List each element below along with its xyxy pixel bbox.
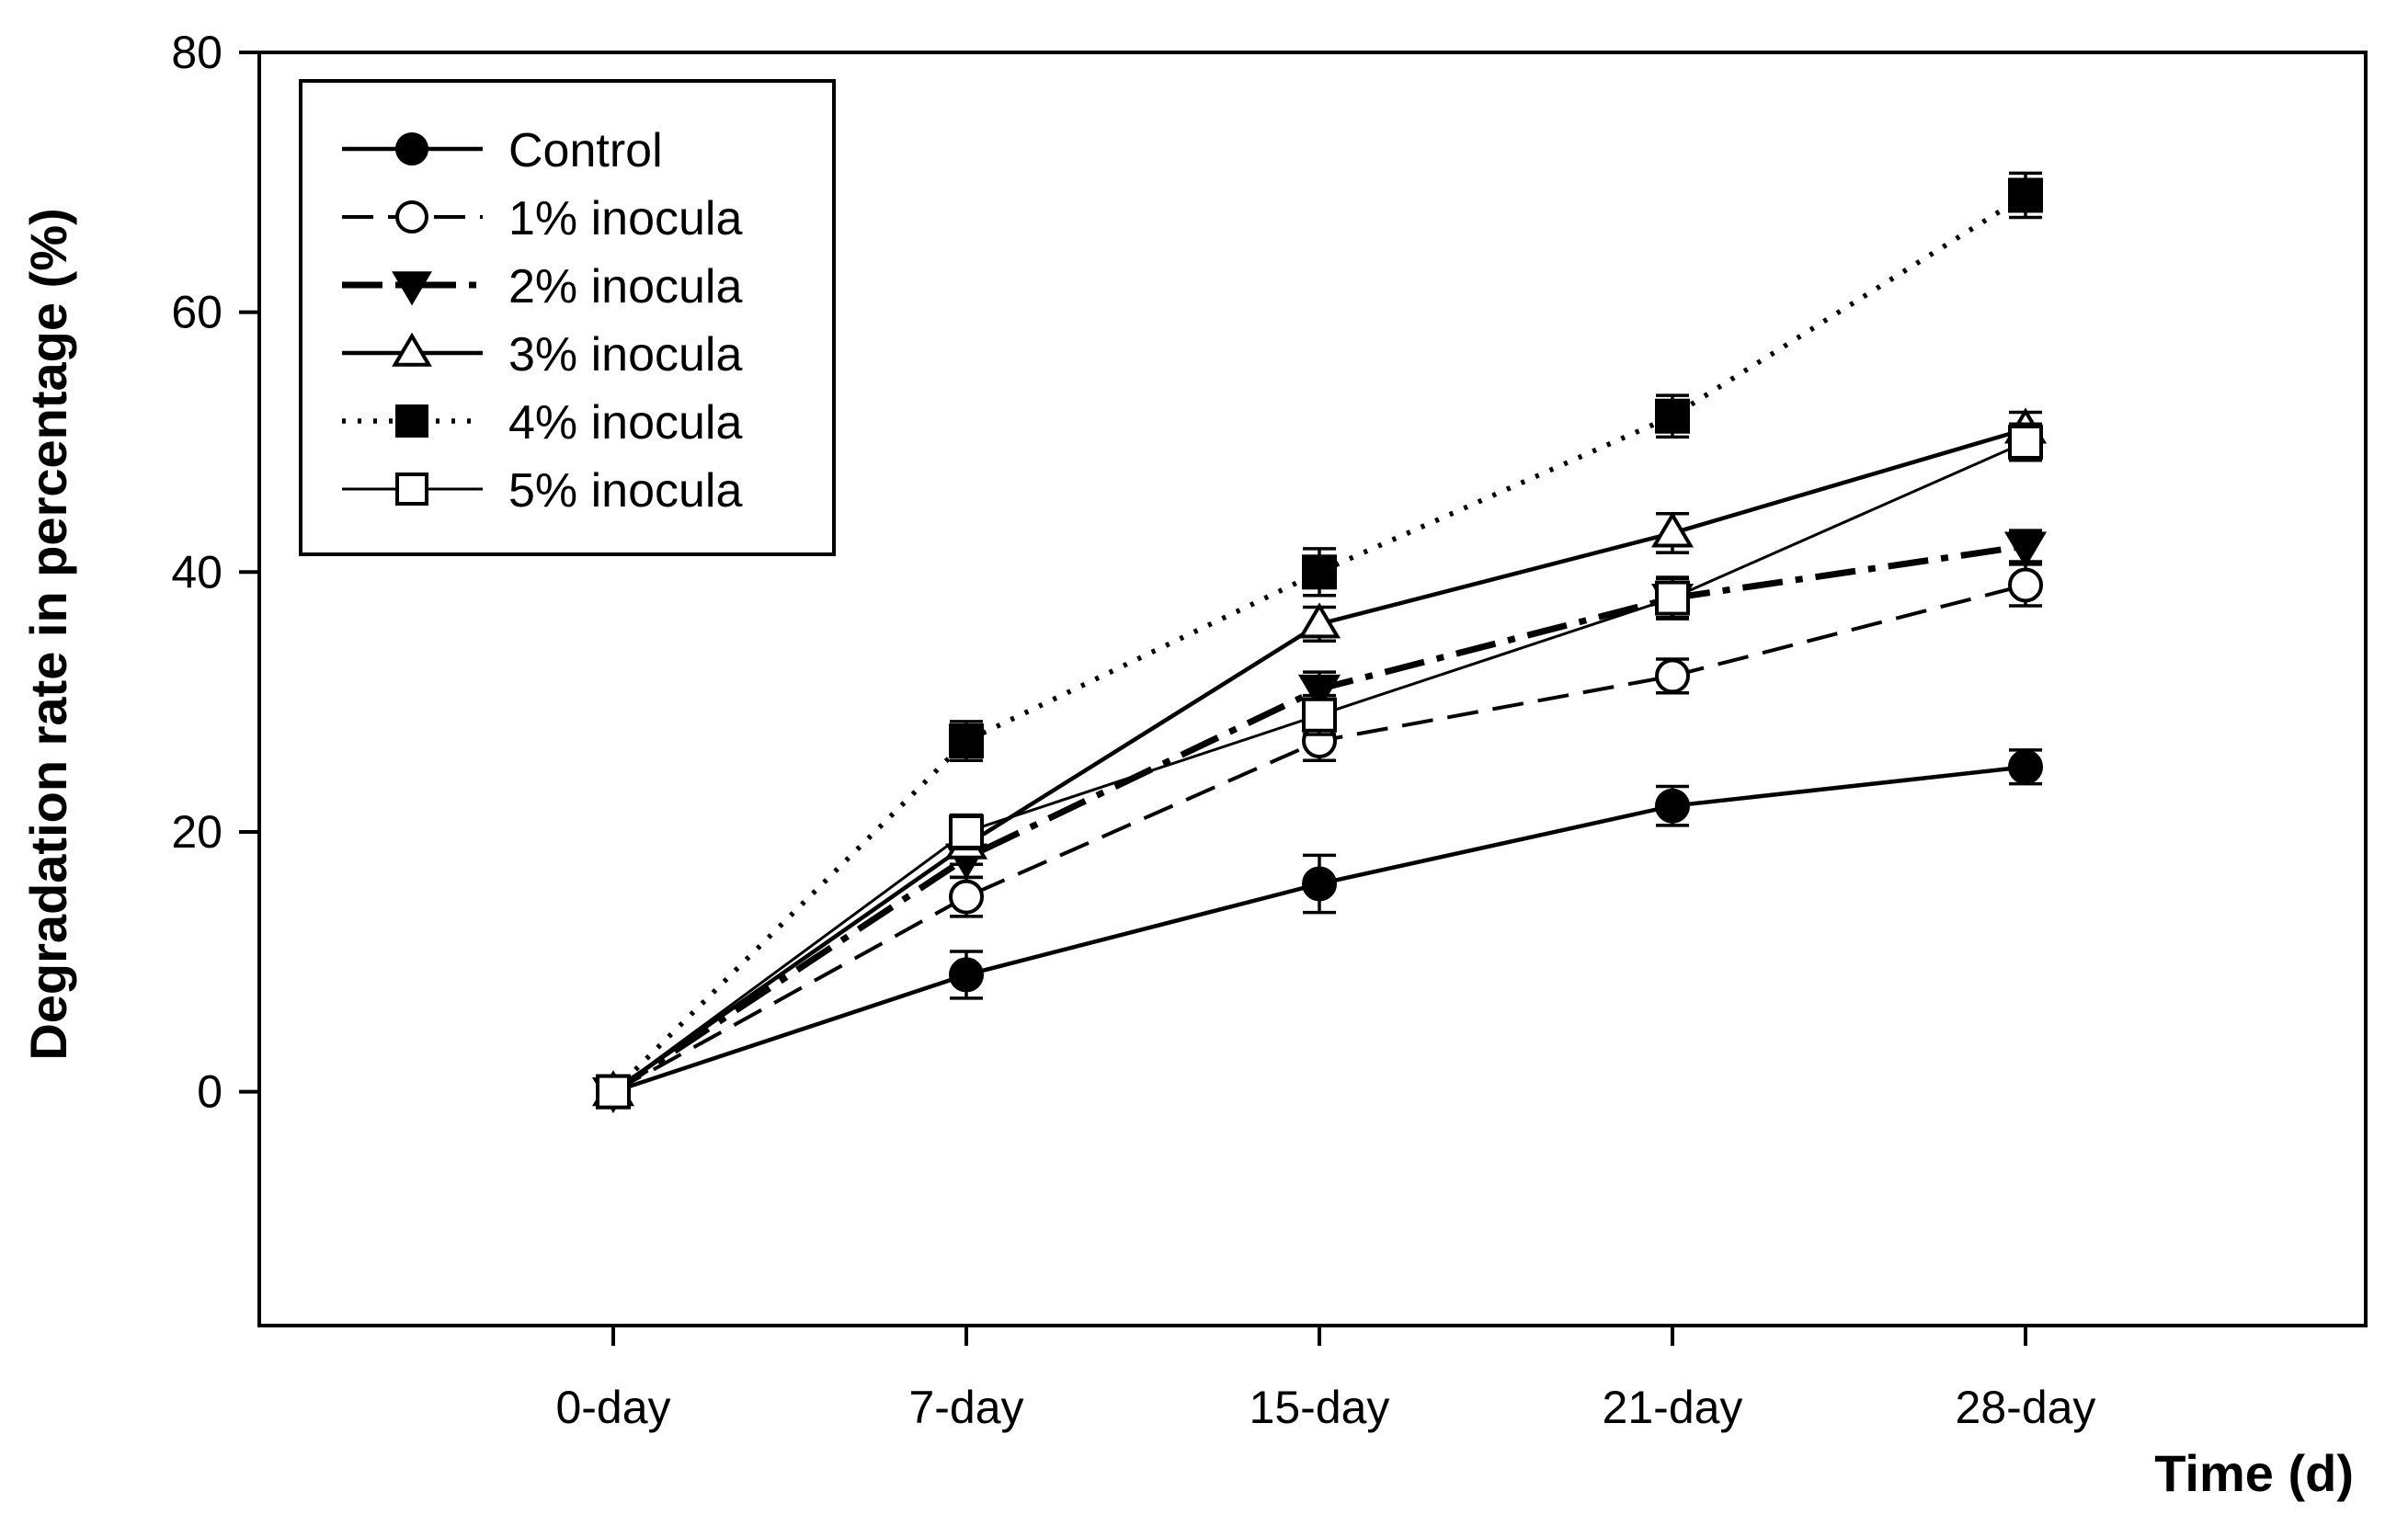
x-tick-label: 15-day bbox=[1250, 1382, 1390, 1433]
marker-square-open bbox=[395, 472, 428, 506]
legend: Control 1% inocula 2% inocula 3% inocula 4% … bbox=[299, 79, 836, 556]
marker-circle-open bbox=[949, 879, 984, 915]
plot-frame bbox=[257, 51, 2368, 1327]
marker-circle-filled bbox=[1655, 788, 1690, 824]
marker-square-open bbox=[949, 814, 984, 849]
marker-square-filled bbox=[395, 404, 428, 438]
x-tick-label: 0-day bbox=[555, 1382, 670, 1433]
marker-triangle-up-open bbox=[392, 332, 432, 367]
x-tick-label: 7-day bbox=[908, 1382, 1023, 1433]
legend-label: 1% inocula bbox=[508, 192, 742, 245]
marker-square-filled bbox=[949, 723, 984, 759]
legend-label: 3% inocula bbox=[508, 328, 742, 381]
marker-triangle-down-filled bbox=[1297, 674, 1341, 711]
series-line bbox=[612, 765, 2026, 1094]
marker-square-filled bbox=[1655, 398, 1690, 434]
marker-circle-open bbox=[2008, 567, 2043, 603]
legend-label: 2% inocula bbox=[508, 260, 742, 313]
marker-square-open bbox=[2008, 424, 2043, 460]
marker-circle-filled bbox=[2008, 749, 2043, 785]
legend-label: 4% inocula bbox=[508, 396, 742, 450]
marker-circle-open bbox=[395, 200, 428, 233]
x-axis: 0-day 7-day 15-day 21-day 28-day bbox=[555, 1326, 2095, 1433]
marker-triangle-down-filled bbox=[392, 271, 432, 306]
y-tick-label: 40 bbox=[171, 546, 223, 598]
marker-square-filled bbox=[2008, 177, 2043, 213]
y-tick-label: 60 bbox=[171, 287, 223, 338]
series-layer bbox=[591, 171, 2048, 1114]
series-square-filled bbox=[596, 171, 2043, 1110]
marker-triangle-up-open bbox=[1297, 602, 1341, 639]
y-tick-label: 80 bbox=[171, 27, 223, 78]
marker-circle-filled bbox=[395, 132, 428, 165]
marker-circle-filled bbox=[949, 957, 984, 993]
y-tick-label: 20 bbox=[171, 806, 223, 858]
marker-square-open bbox=[1655, 580, 1690, 616]
legend-box bbox=[299, 79, 836, 556]
marker-triangle-down-filled bbox=[2003, 531, 2048, 568]
x-axis-title: Time (d) bbox=[2154, 1444, 2354, 1502]
y-axis-title: Degradation rate in percentage (%) bbox=[19, 208, 77, 1060]
marker-circle-filled bbox=[1302, 866, 1337, 902]
series-square-open bbox=[596, 422, 2043, 1110]
legend-label: Control bbox=[508, 124, 663, 177]
marker-circle-open bbox=[1655, 658, 1690, 694]
series-line bbox=[612, 583, 2026, 1094]
marker-square-filled bbox=[1302, 554, 1337, 590]
marker-square-open bbox=[1302, 697, 1337, 733]
series-line bbox=[611, 193, 2027, 1094]
x-tick-label: 21-day bbox=[1603, 1382, 1743, 1433]
y-axis: 80 60 40 20 0 bbox=[171, 27, 259, 1118]
y-tick-label: 0 bbox=[197, 1066, 223, 1118]
marker-triangle-up-open bbox=[1650, 511, 1695, 548]
legend-label: 5% inocula bbox=[508, 464, 742, 518]
x-tick-label: 28-day bbox=[1956, 1382, 2096, 1433]
series-circle-filled bbox=[596, 748, 2043, 1110]
marker-square-open bbox=[596, 1074, 631, 1110]
